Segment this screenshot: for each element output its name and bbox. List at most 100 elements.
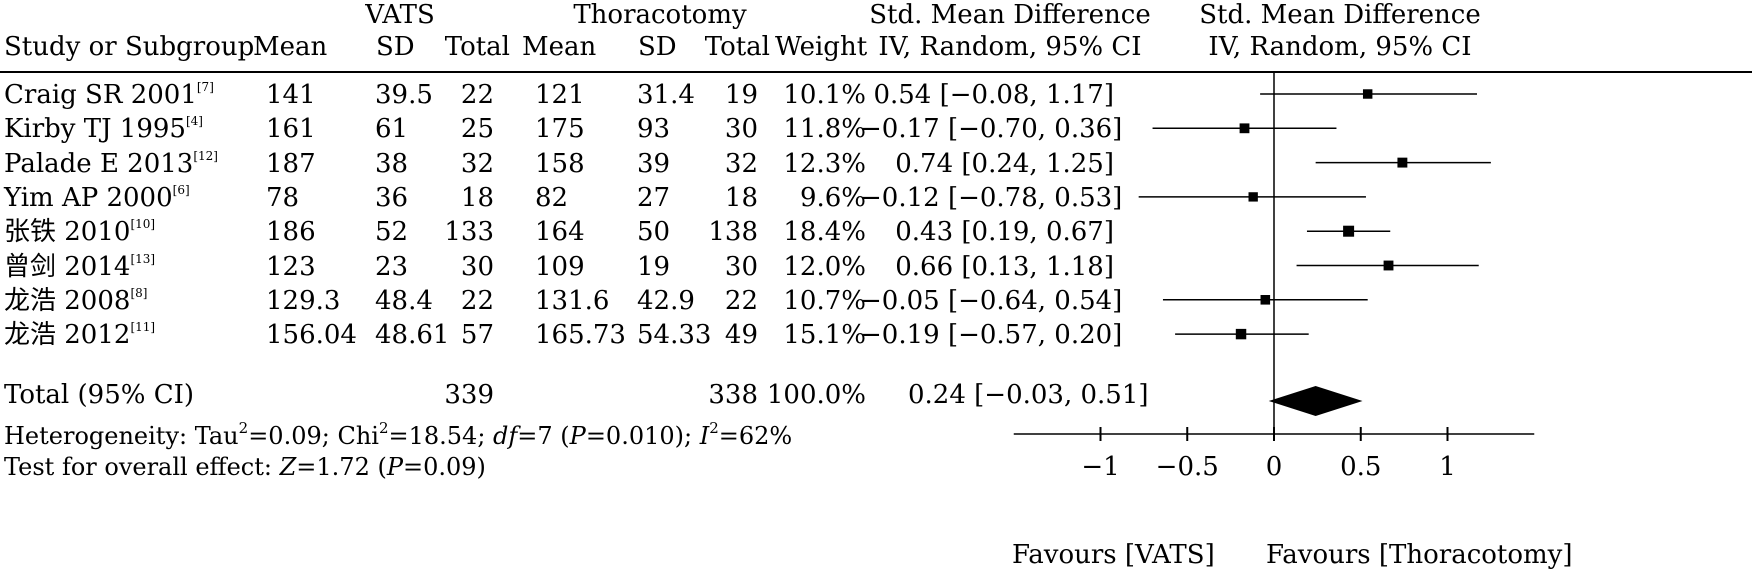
weight: 18.4% [783,217,866,248]
thoracotomy-total: 32 [724,148,758,179]
smd-plot-header-line2: IV, Random, 95% CI [1208,32,1472,62]
vats-mean: 78 [266,182,300,213]
study-ci: 0.74 [0.24, 1.25] [895,148,1114,179]
thoracotomy-total: 19 [724,80,758,110]
thoracotomy-sd: 19 [637,251,671,282]
weight: 9.6% [799,182,866,213]
vats-total-header: Total [444,32,510,62]
vats-sd-header: SD [376,32,415,62]
study-point-square [1235,328,1247,340]
smd-table-header-line1: Std. Mean Difference [869,0,1151,30]
x-tick-label: −0.5 [1156,452,1219,482]
study-ci: 0.43 [0.19, 0.67] [895,217,1114,248]
thoracotomy-mean: 164 [535,217,585,248]
x-tick-label: 0 [1266,452,1283,482]
thoracotomy-total: 18 [724,182,758,213]
smd-plot-header-line1: Std. Mean Difference [1199,0,1481,30]
vats-sd: 48.4 [375,285,433,316]
study-ci: 0.66 [0.13, 1.18] [895,251,1114,282]
x-tick-label: −1 [1081,452,1119,482]
vats-sd: 23 [375,251,409,282]
thoracotomy-mean-header: Mean [522,32,597,62]
thoracotomy-mean: 158 [535,148,585,179]
favours-thoracotomy-label: Favours [Thoracotomy] [1266,540,1573,570]
thoracotomy-sd: 54.33 [637,320,712,351]
study-name: 曾剑 2014[13] [4,251,156,282]
smd-table-header-line2: IV, Random, 95% CI [878,32,1142,62]
vats-mean: 129.3 [266,285,341,316]
thoracotomy-sd: 93 [637,114,671,145]
thoracotomy-total-header: Total [704,32,770,62]
thoracotomy-sd: 42.9 [637,285,695,316]
favours-vats-label: Favours [VATS] [1012,540,1215,570]
pooled-estimate-diamond [1268,386,1363,416]
study-ci: −0.19 [−0.57, 0.20] [860,320,1123,351]
thoracotomy-sd: 39 [637,148,671,179]
thoracotomy-group-header: Thoracotomy [573,0,747,30]
heterogeneity-text: Heterogeneity: Tau2=0.09; Chi2=18.54; df… [4,419,793,451]
thoracotomy-mean: 109 [535,251,585,282]
total-n-thoracotomy: 338 [708,380,758,410]
weight: 15.1% [783,320,866,351]
x-tick-label: 1 [1439,452,1456,482]
vats-total: 25 [460,114,494,145]
study-point-square [1343,225,1355,237]
vats-sd: 48.61 [375,320,450,351]
weight-header: Weight [775,32,868,62]
vats-sd: 52 [375,217,409,248]
vats-mean-header: Mean [253,32,328,62]
study-ci: 0.54 [−0.08, 1.17] [873,80,1114,110]
weight: 10.7% [783,285,866,316]
thoracotomy-total: 49 [724,320,758,351]
vats-mean: 141 [266,80,316,110]
thoracotomy-mean: 165.73 [535,320,626,351]
study-point-square [1248,192,1258,202]
thoracotomy-mean: 131.6 [535,285,610,316]
thoracotomy-mean: 82 [535,182,569,213]
vats-total: 30 [460,251,494,282]
total-n-vats: 339 [444,380,494,410]
study-ci: −0.17 [−0.70, 0.36] [860,114,1123,145]
total-ci: 0.24 [−0.03, 0.51] [908,380,1149,410]
study-name: 张铁 2010[10] [4,217,156,248]
thoracotomy-total: 22 [724,285,758,316]
total-weight: 100.0% [766,380,866,410]
vats-total: 32 [460,148,494,179]
vats-total: 133 [444,217,494,248]
study-name: 龙浩 2012[11] [4,320,156,351]
vats-sd: 36 [375,182,409,213]
study-point-square [1383,260,1394,271]
vats-total: 57 [460,320,494,351]
vats-mean: 156.04 [266,320,357,351]
study-name: Craig SR 2001[7] [4,80,214,110]
overall-effect-text: Test for overall effect: Z=1.72 (P=0.09) [4,453,486,481]
vats-mean: 161 [266,114,316,145]
study-column-header: Study or Subgroup [4,32,255,62]
study-point-square [1362,89,1373,99]
thoracotomy-total: 30 [724,251,758,282]
thoracotomy-total: 138 [708,217,758,248]
vats-sd: 61 [375,114,409,145]
weight: 10.1% [783,80,866,110]
study-ci: −0.12 [−0.78, 0.53] [860,182,1123,213]
vats-sd: 38 [375,148,409,179]
thoracotomy-sd: 31.4 [637,80,695,110]
vats-mean: 187 [266,148,316,179]
vats-total: 22 [460,80,494,110]
vats-sd: 39.5 [375,80,433,110]
thoracotomy-sd: 50 [637,217,671,248]
vats-mean: 123 [266,251,316,282]
header-divider [0,71,1752,73]
thoracotomy-mean: 121 [535,80,585,110]
weight: 12.3% [783,148,866,179]
vats-group-header: VATS [365,0,435,30]
study-name: Kirby TJ 1995[4] [4,114,203,145]
study-point-square [1260,295,1271,305]
total-label: Total (95% CI) [4,380,195,410]
weight: 12.0% [783,251,866,282]
vats-total: 22 [460,285,494,316]
thoracotomy-mean: 175 [535,114,585,145]
vats-mean: 186 [266,217,316,248]
study-name: Yim AP 2000[6] [4,182,190,213]
